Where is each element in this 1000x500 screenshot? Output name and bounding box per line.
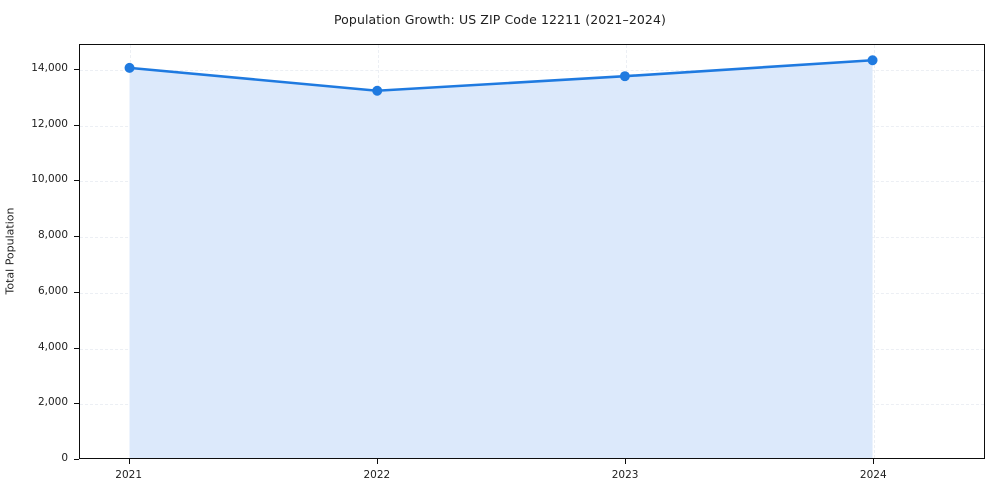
y-tick-mark <box>74 236 79 238</box>
gridline-vertical <box>874 45 876 458</box>
x-tick-label: 2024 <box>859 469 887 481</box>
x-tick-mark <box>625 459 627 464</box>
y-tick-mark <box>74 459 79 460</box>
x-tick-label: 2023 <box>611 469 639 481</box>
y-tick-label: 2,000 <box>37 396 68 409</box>
y-tick-mark <box>74 403 79 405</box>
x-tick-label: 2021 <box>115 469 143 481</box>
data-point-2024 <box>867 55 878 66</box>
y-tick-mark <box>74 347 79 349</box>
area-fill <box>129 60 873 458</box>
x-tick-mark <box>873 459 875 464</box>
chart-title: Population Growth: US ZIP Code 12211 (20… <box>333 12 667 27</box>
y-tick-label: 10,000 <box>31 173 68 186</box>
y-tick-mark <box>74 180 79 182</box>
y-tick-mark <box>74 291 79 293</box>
population-area-series <box>124 55 878 458</box>
x-tick-label: 2022 <box>363 469 391 481</box>
data-point-2021 <box>124 62 135 73</box>
gridline-horizontal <box>80 70 984 72</box>
y-tick-mark <box>74 69 79 71</box>
data-point-markers <box>124 55 878 96</box>
y-tick-label: 0 <box>61 452 68 464</box>
data-point-2023 <box>619 71 630 82</box>
trend-line <box>128 58 874 93</box>
plot-area <box>79 44 985 459</box>
x-tick-mark <box>128 459 130 464</box>
y-tick-mark <box>74 124 79 126</box>
data-point-2022 <box>372 85 383 96</box>
y-tick-label: 12,000 <box>31 117 68 130</box>
y-tick-label: 6,000 <box>37 284 68 297</box>
plot-inner <box>80 45 984 458</box>
y-tick-label: 4,000 <box>37 340 68 353</box>
x-tick-mark <box>376 459 378 464</box>
y-tick-label: 14,000 <box>31 62 68 75</box>
y-tick-label: 8,000 <box>37 229 68 242</box>
y-axis-label: Total Population <box>3 207 17 295</box>
